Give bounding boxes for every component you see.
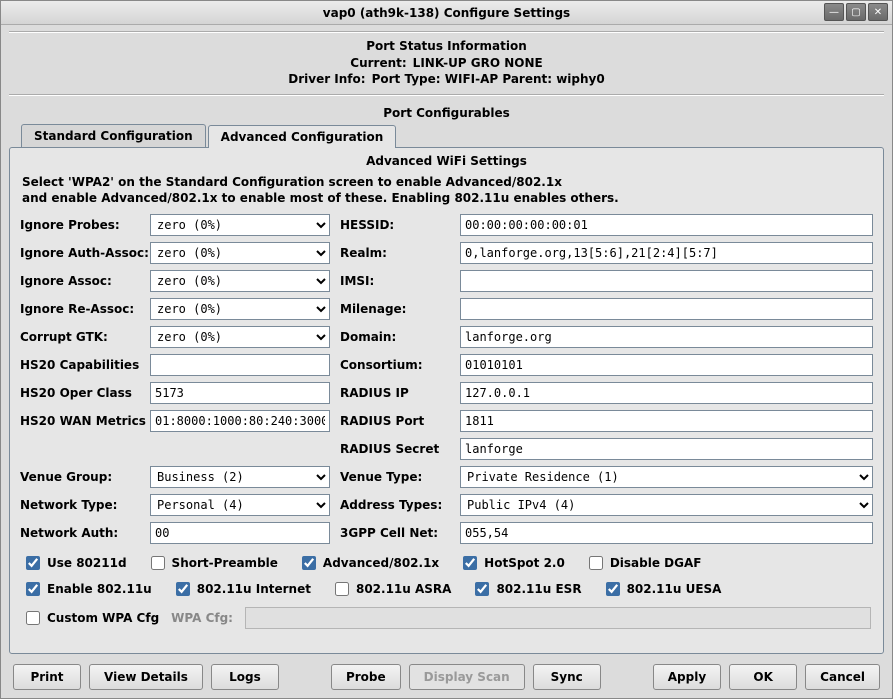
ignore-re-assoc-select[interactable]: zero (0%) [150, 298, 330, 320]
hs20-cap-label: HS20 Capabilities [20, 358, 140, 372]
port-config-header: Port Configurables [9, 106, 884, 120]
hotspot20-check[interactable]: HotSpot 2.0 [459, 553, 565, 573]
radius-secret-label: RADIUS Secret [340, 442, 450, 456]
radius-ip-label: RADIUS IP [340, 386, 450, 400]
radius-port-label: RADIUS Port [340, 414, 450, 428]
hs20-wan-label: HS20 WAN Metrics [20, 414, 140, 428]
titlebar: vap0 (ath9k-138) Configure Settings — ▢ … [1, 1, 892, 25]
port-status-section: Port Status Information Current: LINK-UP… [9, 31, 884, 96]
ignore-assoc-select[interactable]: zero (0%) [150, 270, 330, 292]
view-details-button[interactable]: View Details [89, 664, 203, 690]
venue-group-select[interactable]: Business (2) [150, 466, 330, 488]
advanced-panel: Advanced WiFi Settings Select 'WPA2' on … [9, 147, 884, 654]
checkbox-row-1: Use 80211d Short-Preamble Advanced/802.1… [20, 550, 873, 576]
hs20-wan-input[interactable] [150, 410, 330, 432]
probe-button[interactable]: Probe [331, 664, 401, 690]
sync-button[interactable]: Sync [533, 664, 601, 690]
network-auth-input[interactable] [150, 522, 330, 544]
button-bar: Print View Details Logs Probe Display Sc… [9, 654, 884, 690]
imsi-label: IMSI: [340, 274, 450, 288]
advanced-8021x-check[interactable]: Advanced/802.1x [298, 553, 439, 573]
close-button[interactable]: ✕ [868, 3, 888, 21]
maximize-button[interactable]: ▢ [846, 3, 866, 21]
domain-input[interactable] [460, 326, 873, 348]
corrupt-gtk-label: Corrupt GTK: [20, 330, 140, 344]
enable-80211u-check[interactable]: Enable 802.11u [22, 579, 152, 599]
hessid-input[interactable] [460, 214, 873, 236]
milenage-label: Milenage: [340, 302, 450, 316]
port-status-header: Port Status Information [9, 39, 884, 53]
ignore-probes-label: Ignore Probes: [20, 218, 140, 232]
imsi-input[interactable] [460, 270, 873, 292]
custom-wpa-check[interactable]: Custom WPA Cfg [22, 608, 159, 628]
instructions: Select 'WPA2' on the Standard Configurat… [20, 174, 873, 206]
logs-button[interactable]: Logs [211, 664, 279, 690]
ignore-assoc-label: Ignore Assoc: [20, 274, 140, 288]
disable-dgaf-check[interactable]: Disable DGAF [585, 553, 702, 573]
window-root: vap0 (ath9k-138) Configure Settings — ▢ … [0, 0, 893, 699]
hs20-cap-input[interactable] [150, 354, 330, 376]
wpa-cfg-input [245, 607, 871, 629]
current-label: Current: [350, 56, 406, 70]
window-content: Port Status Information Current: LINK-UP… [1, 25, 892, 698]
custom-wpa-row: Custom WPA Cfg WPA Cfg: [20, 602, 873, 629]
ignore-probes-select[interactable]: zero (0%) [150, 214, 330, 236]
consortium-label: Consortium: [340, 358, 450, 372]
cancel-button[interactable]: Cancel [805, 664, 880, 690]
ignore-auth-assoc-select[interactable]: zero (0%) [150, 242, 330, 264]
venue-type-select[interactable]: Private Residence (1) [460, 466, 873, 488]
corrupt-gtk-select[interactable]: zero (0%) [150, 326, 330, 348]
instructions-line1: Select 'WPA2' on the Standard Configurat… [22, 174, 871, 190]
hs20-oper-label: HS20 Oper Class [20, 386, 140, 400]
display-scan-button: Display Scan [409, 664, 525, 690]
ignore-auth-assoc-label: Ignore Auth-Assoc: [20, 246, 140, 260]
domain-label: Domain: [340, 330, 450, 344]
radius-secret-input[interactable] [460, 438, 873, 460]
consortium-input[interactable] [460, 354, 873, 376]
hessid-label: HESSID: [340, 218, 450, 232]
80211u-internet-check[interactable]: 802.11u Internet [172, 579, 311, 599]
venue-group-label: Venue Group: [20, 470, 140, 484]
milenage-input[interactable] [460, 298, 873, 320]
apply-button[interactable]: Apply [653, 664, 721, 690]
ignore-re-assoc-label: Ignore Re-Assoc: [20, 302, 140, 316]
window-controls: — ▢ ✕ [824, 3, 888, 21]
hs20-oper-input[interactable] [150, 382, 330, 404]
network-type-label: Network Type: [20, 498, 140, 512]
address-types-label: Address Types: [340, 498, 450, 512]
instructions-line2: and enable Advanced/802.1x to enable mos… [22, 190, 871, 206]
settings-grid: Ignore Probes: zero (0%) HESSID: Ignore … [20, 214, 873, 544]
gpp-label: 3GPP Cell Net: [340, 526, 450, 540]
realm-label: Realm: [340, 246, 450, 260]
driver-value: Port Type: WIFI-AP Parent: wiphy0 [372, 72, 605, 86]
radius-port-input[interactable] [460, 410, 873, 432]
tab-bar: Standard Configuration Advanced Configur… [21, 124, 884, 147]
ok-button[interactable]: OK [729, 664, 797, 690]
tab-advanced[interactable]: Advanced Configuration [208, 125, 397, 148]
network-auth-label: Network Auth: [20, 526, 140, 540]
print-button[interactable]: Print [13, 664, 81, 690]
short-preamble-check[interactable]: Short-Preamble [147, 553, 278, 573]
window-title: vap0 (ath9k-138) Configure Settings [323, 6, 570, 20]
80211u-asra-check[interactable]: 802.11u ASRA [331, 579, 451, 599]
venue-type-label: Venue Type: [340, 470, 450, 484]
80211u-esr-check[interactable]: 802.11u ESR [471, 579, 581, 599]
driver-label: Driver Info: [288, 72, 365, 86]
current-value: LINK-UP GRO NONE [413, 56, 543, 70]
minimize-button[interactable]: — [824, 3, 844, 21]
tab-standard[interactable]: Standard Configuration [21, 124, 206, 147]
realm-input[interactable] [460, 242, 873, 264]
network-type-select[interactable]: Personal (4) [150, 494, 330, 516]
checkbox-row-2: Enable 802.11u 802.11u Internet 802.11u … [20, 576, 873, 602]
wpa-cfg-label: WPA Cfg: [171, 611, 233, 625]
panel-title: Advanced WiFi Settings [20, 154, 873, 168]
80211u-uesa-check[interactable]: 802.11u UESA [602, 579, 722, 599]
use-80211d-check[interactable]: Use 80211d [22, 553, 127, 573]
gpp-input[interactable] [460, 522, 873, 544]
radius-ip-input[interactable] [460, 382, 873, 404]
address-types-select[interactable]: Public IPv4 (4) [460, 494, 873, 516]
